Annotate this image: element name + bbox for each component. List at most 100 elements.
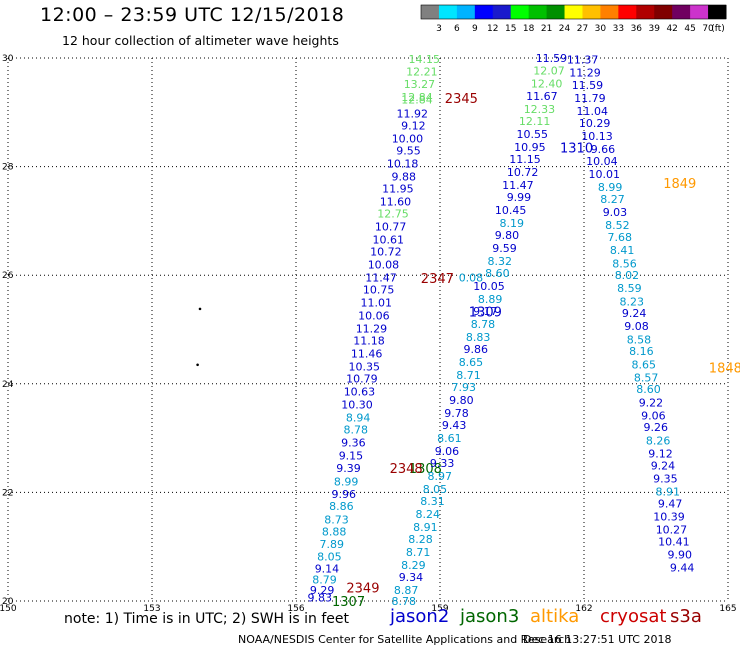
colorbar-swatch (600, 5, 619, 19)
wave-height-label: 8.29 (401, 559, 426, 572)
colorbar-swatch (690, 5, 709, 19)
legend-s3a: s3a (670, 606, 702, 627)
wave-height-label: 11.15 (509, 153, 541, 166)
wave-height-label: 9.24 (622, 307, 647, 320)
pass-time-label: 2345 (445, 92, 478, 107)
wave-height-label: 9.59 (492, 242, 517, 255)
colorbar-tick-label: 3 (436, 24, 442, 34)
wave-height-label: 8.71 (456, 369, 481, 382)
colorbar-swatch (510, 5, 530, 19)
wave-height-label: 8.65 (459, 356, 484, 369)
wave-height-label: 8.32 (488, 255, 513, 268)
pass-time-label: 1307 (332, 595, 365, 610)
legend-cryosat: cryosat (600, 606, 667, 627)
pass-time-label: 1849 (663, 177, 696, 192)
wave-height-label: 9.06 (641, 409, 666, 422)
wave-height-label: 9.29 (310, 584, 335, 597)
wave-height-label: 9.36 (341, 436, 366, 449)
colorbar-swatch (708, 5, 727, 19)
wave-height-label: 11.47 (502, 179, 534, 192)
wave-height-label: 8.78 (392, 595, 417, 608)
wave-height-label: 10.04 (586, 155, 618, 168)
wave-height-label: 9.99 (507, 191, 532, 204)
wave-height-label: 8.94 (346, 411, 371, 424)
wave-height-label: 8.31 (420, 495, 445, 508)
wave-height-label: 10.75 (363, 283, 395, 296)
wave-height-label: 14.15 (409, 53, 441, 66)
wave-height-label: 10.27 (656, 523, 688, 536)
colorbar-swatch (528, 5, 548, 19)
colorbar-tick-label: 21 (541, 24, 552, 34)
colorbar-frame (420, 4, 727, 20)
y-tick-label: 28 (2, 163, 14, 173)
wave-height-label: 8.88 (322, 525, 347, 538)
wave-height-label: 10.01 (589, 168, 621, 181)
wave-height-label: 9.96 (332, 488, 357, 501)
wave-height-label: 8.99 (334, 476, 359, 489)
colorbar-tick-label: 12 (487, 24, 498, 34)
wave-height-label: 10.35 (349, 360, 381, 373)
chart-subtitle: 12 hour collection of altimeter wave hei… (62, 33, 339, 48)
x-tick-label: 159 (431, 604, 448, 614)
wave-height-label: 10.77 (375, 220, 407, 233)
wave-height-label: 11.46 (351, 347, 383, 360)
wave-height-label: 10.95 (514, 141, 546, 154)
wave-height-label: 13.27 (404, 78, 436, 91)
wave-height-label: 8.24 (416, 508, 441, 521)
wave-height-label: 10.29 (579, 117, 611, 130)
colorbar-tick-label: 15 (505, 24, 516, 34)
wave-height-label: 9.35 (653, 472, 678, 485)
colorbar-tick-label: 27 (577, 24, 588, 34)
data-point (198, 307, 202, 311)
wave-height-label: 8.02 (615, 269, 640, 282)
wave-height-label: 12.07 (533, 64, 565, 77)
wave-height-label: 8.16 (629, 345, 654, 358)
wave-height-label: 9.39 (336, 462, 361, 475)
x-tick-label: 150 (0, 604, 17, 614)
wave-height-label: 10.13 (581, 130, 613, 143)
x-tick-label: 165 (719, 604, 736, 614)
wave-height-label: 8.58 (627, 333, 652, 346)
colorbar-swatch (492, 5, 512, 19)
y-tick-label: 30 (2, 54, 14, 64)
pass-time-label: 2349 (346, 581, 379, 596)
pass-time-label: 1310 (560, 142, 593, 157)
wave-height-label: 8.65 (632, 358, 657, 371)
generated-timestamp: Dec 16 13:27:51 UTC 2018 (523, 633, 672, 646)
colorbar-tick-label: 18 (523, 24, 535, 34)
wave-height-label: 7.93 (452, 381, 477, 394)
wave-height-label: 9.83 (308, 592, 333, 605)
footnote: note: 1) Time is in UTC; 2) SWH is in fe… (64, 611, 350, 627)
chart-title: 12:00 – 23:59 UTC 12/15/2018 (40, 4, 345, 26)
wave-height-label: 10.41 (658, 535, 690, 548)
wave-height-label: 8.41 (610, 244, 635, 257)
wave-height-label: 10.30 (341, 398, 373, 411)
wave-height-label: 8.60 (485, 267, 510, 280)
wave-height-label: 8.86 (329, 500, 354, 513)
wave-height-label: 7.68 (608, 231, 633, 244)
wave-height-label: 9.88 (392, 170, 417, 183)
colorbar-swatch (474, 5, 494, 19)
wave-height-label: 10.08 (368, 258, 400, 271)
x-tick-label: 162 (575, 604, 592, 614)
wave-height-label: 11.37 (567, 54, 599, 67)
wave-height-label: 9.80 (449, 394, 474, 407)
wave-height-label: 0.08 (459, 271, 484, 284)
wave-height-label: 11.47 (365, 271, 397, 284)
wave-height-label: 8.89 (478, 293, 503, 306)
colorbar-swatch (546, 5, 566, 19)
wave-height-label: 11.95 (382, 182, 414, 195)
wave-height-label: 8.73 (324, 514, 349, 527)
wave-height-label: 10.39 (653, 510, 685, 523)
wave-height-label: 10.72 (370, 245, 402, 258)
y-tick-label: 22 (2, 488, 13, 498)
wave-height-label: 8.27 (600, 193, 625, 206)
wave-height-label: 11.01 (361, 296, 393, 309)
wave-height-label: 9.03 (603, 206, 628, 219)
wave-height-label: 9.15 (339, 449, 364, 462)
y-tick-label: 24 (2, 380, 14, 390)
colorbar-tick-label: 30 (595, 24, 607, 34)
x-tick-label: 156 (287, 604, 304, 614)
wave-height-label: 8.99 (598, 181, 623, 194)
wave-height-label: 9.47 (658, 497, 683, 510)
